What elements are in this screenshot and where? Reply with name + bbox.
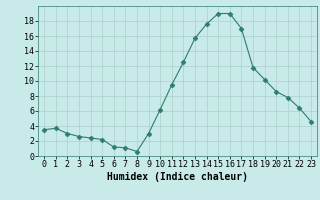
X-axis label: Humidex (Indice chaleur): Humidex (Indice chaleur) [107,172,248,182]
